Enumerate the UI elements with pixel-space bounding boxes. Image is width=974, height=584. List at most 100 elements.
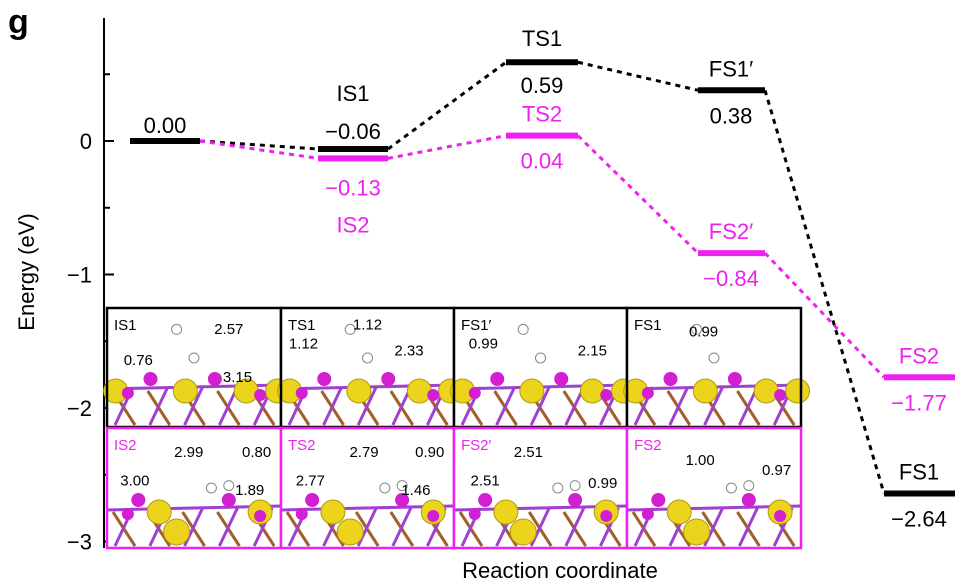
hydrogen-atom bbox=[379, 482, 391, 494]
distance-label: 1.12 bbox=[289, 335, 318, 352]
sulfur-atom bbox=[493, 499, 519, 525]
metal-atom bbox=[468, 508, 481, 520]
hydrogen-atom bbox=[552, 482, 564, 494]
distance-label: 2.51 bbox=[514, 444, 543, 461]
path1-value-label-1: −0.06 bbox=[325, 119, 381, 144]
path2-state-label-3: FS2′ bbox=[709, 219, 753, 244]
metal-atom bbox=[490, 372, 505, 386]
path1-state-label-3: FS1′ bbox=[709, 56, 753, 81]
distance-label: 2.99 bbox=[174, 444, 203, 461]
sulfur-atom bbox=[172, 378, 198, 404]
sulfur-atom bbox=[320, 499, 346, 525]
distance-label: 0.99 bbox=[689, 324, 718, 341]
panel-letter: g bbox=[8, 3, 29, 41]
hydrogen-atom bbox=[708, 352, 720, 364]
sulfur-atom bbox=[683, 518, 711, 546]
inset-IS2: IS2 2.99 0.80 3.00 1.89 bbox=[105, 426, 283, 550]
path1-value-label-2: 0.59 bbox=[521, 73, 564, 98]
distance-label: 1.12 bbox=[353, 316, 382, 333]
metal-atom bbox=[381, 372, 396, 386]
lattice-bond bbox=[495, 386, 516, 426]
distance-label: 2.79 bbox=[349, 444, 378, 461]
sulfur-atom bbox=[692, 378, 718, 404]
inset-label: FS1 bbox=[634, 317, 662, 334]
metal-atom bbox=[221, 493, 236, 507]
hydrogen-atom bbox=[205, 482, 217, 494]
inset-TS1: TS1 1.121.12 2.33 bbox=[277, 306, 464, 429]
path2-value-label-3: −0.84 bbox=[703, 266, 759, 291]
inset-IS1: IS1 2.57 0.76 3.15 bbox=[103, 306, 291, 429]
distance-label: 2.15 bbox=[578, 343, 607, 360]
inset-label: IS1 bbox=[114, 317, 137, 334]
distance-label: 0.97 bbox=[762, 462, 791, 479]
inset-label: TS1 bbox=[288, 317, 316, 334]
hydrogen-atom bbox=[535, 352, 546, 364]
path1-state-label-1: IS1 bbox=[336, 81, 369, 106]
distance-label: 2.77 bbox=[296, 473, 325, 490]
metal-atom bbox=[478, 493, 493, 507]
distance-label: 3.15 bbox=[223, 369, 252, 386]
metal-atom bbox=[741, 493, 756, 507]
hydrogen-atom bbox=[188, 352, 200, 364]
inset-label: TS2 bbox=[288, 437, 316, 454]
y-tick-label: 0 bbox=[80, 129, 92, 154]
path2-connector-4 bbox=[763, 252, 886, 379]
path1-connector-4 bbox=[763, 89, 886, 494]
energy-levels bbox=[130, 59, 955, 497]
lattice-bond bbox=[218, 507, 239, 547]
path1-connector-2 bbox=[387, 61, 507, 151]
sulfur-atom bbox=[519, 378, 545, 404]
metal-atom bbox=[600, 389, 613, 401]
distance-label: 2.33 bbox=[394, 343, 423, 360]
inset-label: FS2′ bbox=[461, 437, 492, 454]
inset-label: IS2 bbox=[114, 437, 137, 454]
path2-value-label-1: −0.13 bbox=[325, 175, 381, 200]
metal-atom bbox=[468, 387, 481, 399]
sulfur-atom bbox=[146, 499, 172, 525]
metal-atom bbox=[427, 510, 440, 522]
sulfur-atom bbox=[336, 518, 364, 546]
hydrogen-atom bbox=[569, 480, 581, 492]
inset-TS2: TS2 2.79 0.90 2.77 1.46 bbox=[279, 426, 456, 550]
sulfur-atom bbox=[406, 378, 432, 404]
distance-label: 0.90 bbox=[415, 444, 444, 461]
distance-label: 0.76 bbox=[124, 352, 153, 369]
distance-label: 2.51 bbox=[471, 473, 500, 490]
distance-label: 0.99 bbox=[588, 475, 617, 492]
sulfur-atom bbox=[666, 499, 692, 525]
distance-label: 0.99 bbox=[469, 335, 498, 352]
path2-state-label-2: TS2 bbox=[522, 102, 562, 127]
path1-value-label-3: 0.38 bbox=[710, 103, 753, 128]
metal-atom bbox=[131, 493, 146, 507]
connector-lines bbox=[199, 60, 886, 494]
metal-atom bbox=[600, 510, 613, 522]
distance-label: 0.80 bbox=[242, 444, 271, 461]
path2-connector-1 bbox=[199, 139, 319, 160]
metal-atom bbox=[305, 493, 320, 507]
lattice-bond bbox=[356, 386, 378, 426]
path2-state-label-4: FS2 bbox=[899, 343, 939, 368]
distance-label: 1.89 bbox=[235, 482, 264, 499]
distance-label: 3.00 bbox=[120, 473, 149, 490]
metal-atom bbox=[651, 493, 666, 507]
sulfur-atom bbox=[163, 518, 191, 546]
inset-FS2′: FS2′ 2.51 2.51 0.99 bbox=[452, 426, 629, 550]
y-tick-label: −1 bbox=[67, 263, 92, 288]
metal-atom bbox=[143, 372, 158, 386]
lattice-bond bbox=[703, 386, 724, 426]
hydrogen-atom bbox=[362, 352, 373, 364]
metal-atom bbox=[295, 508, 308, 520]
sulfur-atom bbox=[346, 378, 372, 404]
metal-atom bbox=[774, 389, 787, 401]
path2-connector-3 bbox=[576, 134, 700, 255]
inset-FS1′: FS1′0.99 2.15 bbox=[450, 306, 637, 429]
metal-atom bbox=[207, 372, 222, 386]
lattice-bond bbox=[391, 507, 413, 547]
metal-atom bbox=[727, 372, 742, 386]
lattice-bond bbox=[529, 386, 551, 426]
path1-state-label-2: TS1 bbox=[522, 26, 562, 51]
lattice-bond bbox=[564, 507, 586, 547]
hydrogen-atom bbox=[725, 482, 737, 494]
metal-atom bbox=[395, 493, 410, 507]
